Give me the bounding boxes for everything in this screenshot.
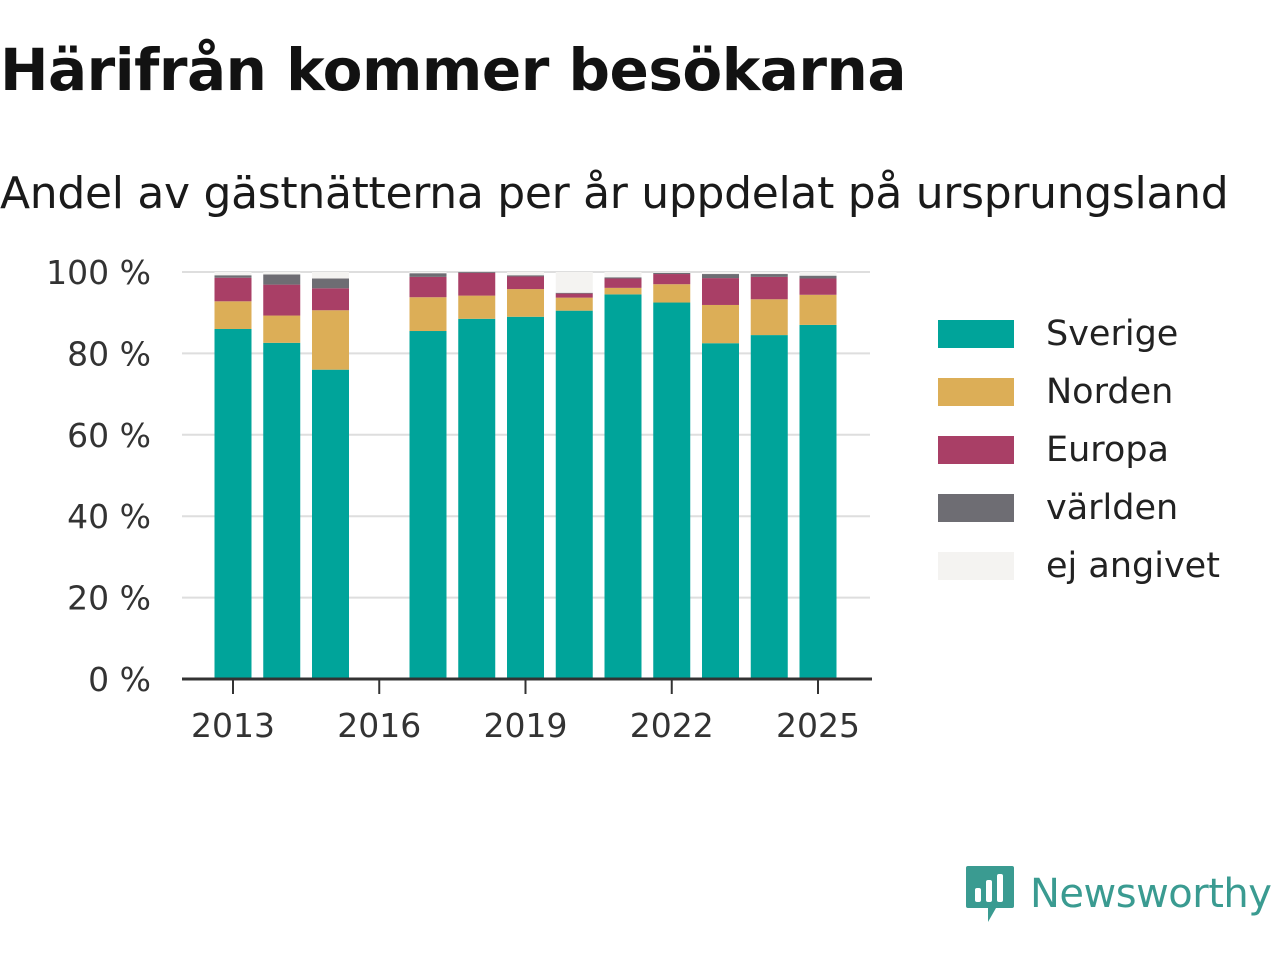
legend-swatch [938, 378, 1014, 406]
bar-segment [604, 278, 642, 288]
bar-segment [750, 274, 788, 277]
bar-segment [653, 272, 691, 273]
bar-segment [214, 301, 252, 329]
bar-segment [750, 272, 788, 275]
bar-segment [263, 274, 301, 285]
bar-segment [750, 276, 788, 300]
bar-segment [799, 275, 837, 279]
legend: Sverige Norden Europa världen ej angivet [938, 305, 1220, 595]
brand-name: Newsworthy [1030, 871, 1272, 917]
bar-segment [263, 284, 301, 316]
brand-logo: Newsworthy [964, 864, 1272, 924]
bar-segment [799, 294, 837, 325]
legend-item: världen [938, 479, 1220, 537]
bar-segment [312, 288, 349, 311]
legend-item: Norden [938, 363, 1220, 421]
chart-title: Härifrån kommer besökarna [0, 36, 906, 104]
x-tick-label: 2019 [484, 706, 568, 745]
legend-label: Sverige [1046, 314, 1179, 354]
bar-segment [702, 272, 739, 275]
bar-segment [555, 293, 593, 298]
chart-subtitle: Andel av gästnätterna per år uppdelat på… [0, 168, 1229, 219]
bar-segment [458, 295, 496, 319]
bar-segment [312, 272, 349, 279]
bar-segment [604, 277, 642, 279]
bar-segment [799, 324, 837, 679]
bar-segment [555, 272, 593, 293]
bar-segment [263, 315, 301, 343]
bar-segment [702, 343, 739, 679]
y-tick-label: 40 % [67, 497, 151, 536]
bar-segment [799, 272, 837, 276]
bar-segment [312, 278, 349, 289]
x-tick-label: 2022 [630, 706, 714, 745]
bar-segment [702, 274, 739, 279]
bar-segment [507, 275, 544, 277]
bar-segment [653, 284, 691, 303]
bar-segment [507, 289, 544, 317]
x-tick-label: 2025 [776, 706, 860, 745]
x-tick-label: 2013 [191, 706, 275, 745]
bar-segment [507, 316, 544, 679]
x-tick-label: 2016 [337, 706, 421, 745]
bar-segment [507, 276, 544, 290]
bar-segment [214, 328, 252, 679]
stacked-bar-chart: 0 % 20 % 40 % 60 % 80 % 100 % 2013 2016 2019 2022… [46, 253, 872, 745]
bar-segment [458, 318, 496, 679]
bar-segment [409, 276, 447, 298]
bar-segment [409, 297, 447, 332]
bar-segment [214, 275, 252, 278]
newsworthy-logo-icon [966, 866, 1014, 922]
bar-segment [555, 292, 593, 294]
bar-segment [604, 287, 642, 295]
y-tick-label: 80 % [67, 334, 151, 373]
legend-swatch [938, 552, 1014, 580]
bar-segment [458, 272, 496, 296]
bar-segment [312, 310, 349, 370]
bar-segment [263, 272, 301, 275]
y-tick-label: 0 % [88, 660, 151, 699]
legend-label: världen [1046, 488, 1179, 528]
y-tick-label: 60 % [67, 416, 151, 455]
bar-segment [507, 272, 544, 276]
bar-segment [555, 297, 593, 311]
legend-label: Europa [1046, 430, 1169, 470]
legend-label: Norden [1046, 372, 1174, 412]
bar-segment [702, 278, 739, 305]
bar-segment [409, 331, 447, 679]
legend-swatch [938, 494, 1014, 522]
bar-segment [409, 273, 447, 277]
bar-segment [750, 299, 788, 336]
legend-item: Sverige [938, 305, 1220, 363]
bar-segment [653, 274, 691, 285]
y-tick-label: 20 % [67, 579, 151, 618]
legend-swatch [938, 320, 1014, 348]
bar-segment [555, 310, 593, 679]
bar-segment [409, 272, 447, 274]
bar-segment [653, 272, 691, 275]
bar-segment [263, 342, 301, 679]
bar-segment [604, 272, 642, 278]
legend-item: ej angivet [938, 537, 1220, 595]
bar-segment [799, 278, 837, 295]
bar-segment [458, 272, 496, 273]
bar-segment [653, 302, 691, 679]
bar-segment [214, 277, 252, 302]
bar-segment [604, 294, 642, 679]
y-tick-label: 100 % [46, 253, 151, 292]
bar-segment [750, 335, 788, 679]
legend-swatch [938, 436, 1014, 464]
legend-item: Europa [938, 421, 1220, 479]
bar-segment [702, 304, 739, 344]
bar-segment [312, 369, 349, 679]
bar-segment [214, 272, 252, 276]
legend-label: ej angivet [1046, 546, 1220, 586]
